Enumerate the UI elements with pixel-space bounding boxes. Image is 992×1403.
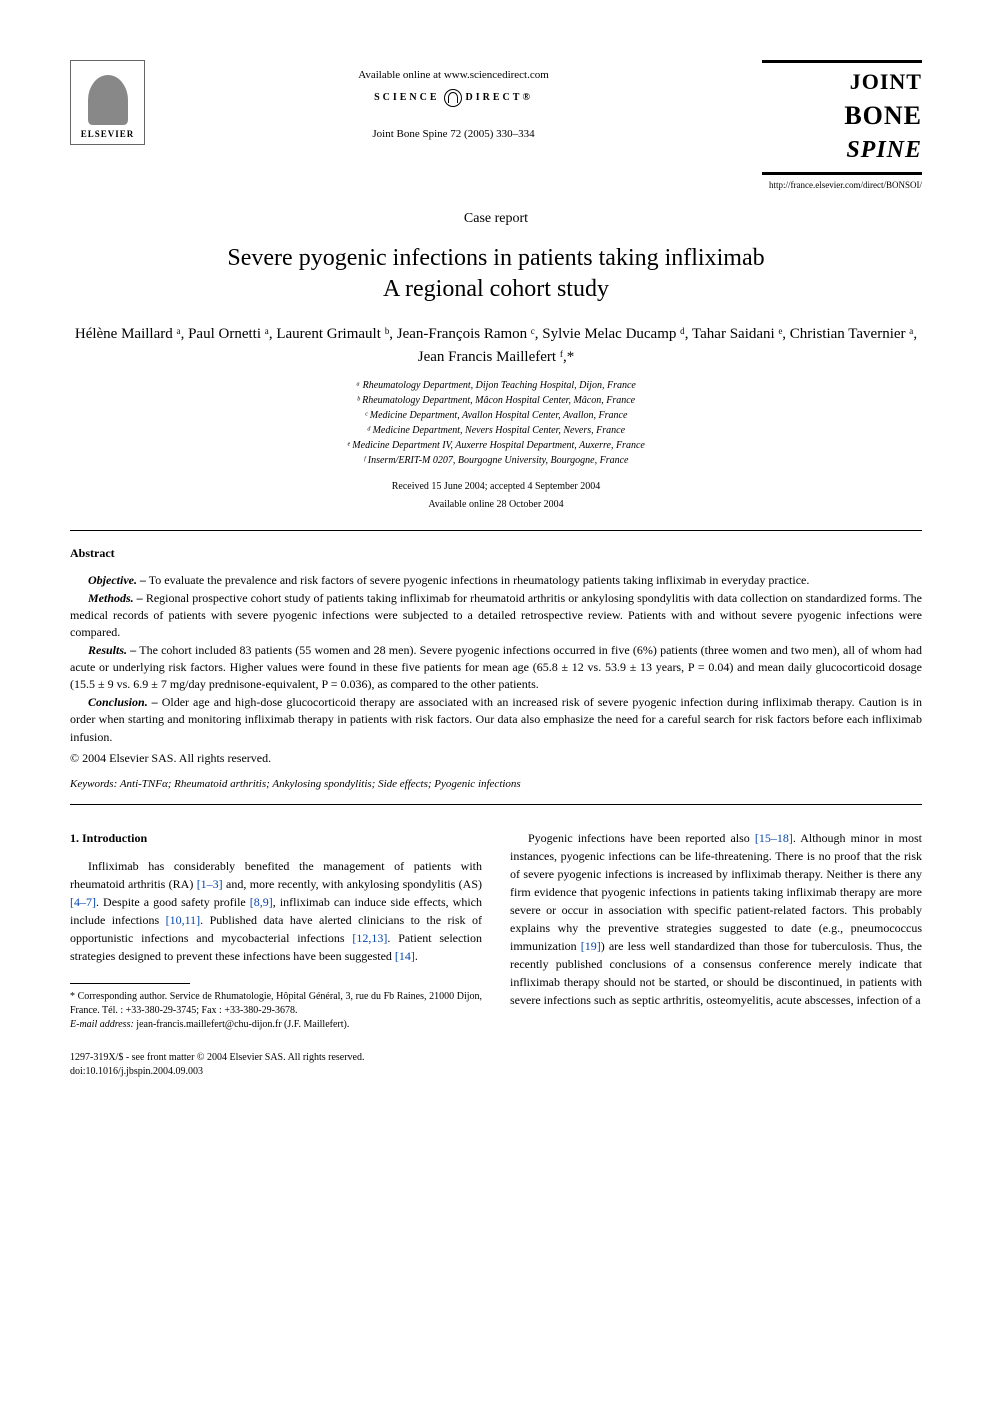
ref-link-14[interactable]: [14] — [395, 949, 415, 963]
available-online-date: Available online 28 October 2004 — [70, 498, 922, 512]
ref-link-10-11[interactable]: [10,11] — [166, 913, 201, 927]
affiliation-e: ᵉ Medicine Department IV, Auxerre Hospit… — [70, 438, 922, 453]
ref-link-8-9[interactable]: [8,9] — [250, 895, 273, 909]
results-label: Results. – — [88, 643, 136, 657]
abstract-conclusion: Conclusion. – Older age and high-dose gl… — [70, 694, 922, 746]
available-online-text: Available online at www.sciencedirect.co… — [145, 68, 762, 83]
sciencedirect-icon — [444, 89, 462, 107]
sd-left: SCIENCE — [374, 91, 439, 105]
journal-title-box: JOINT BONE SPINE — [762, 60, 922, 175]
received-accepted-dates: Received 15 June 2004; accepted 4 Septem… — [70, 480, 922, 494]
keywords-line: Keywords: Anti-TNFα; Rheumatoid arthriti… — [70, 777, 922, 792]
intro-paragraph-left: Infliximab has considerably benefited th… — [70, 857, 482, 965]
keywords-text: Anti-TNFα; Rheumatoid arthritis; Ankylos… — [117, 778, 520, 790]
footnote-rule — [70, 983, 190, 984]
journal-logo-block: JOINT BONE SPINE http://france.elsevier.… — [762, 60, 922, 191]
body-two-column: 1. Introduction Infliximab has considera… — [70, 829, 922, 1079]
results-text: The cohort included 83 patients (55 wome… — [70, 643, 922, 692]
authors-list: Hélène Maillard ᵃ, Paul Ornetti ᵃ, Laure… — [70, 323, 922, 368]
email-value: jean-francis.maillefert@chu-dijon.fr (J.… — [134, 1019, 350, 1030]
ref-link-15-18[interactable]: [15–18] — [755, 831, 793, 845]
affiliation-c: ᶜ Medicine Department, Avallon Hospital … — [70, 408, 922, 423]
right-column: Pyogenic infections have been reported a… — [510, 829, 922, 1079]
article-title: Severe pyogenic infections in patients t… — [70, 243, 922, 305]
ref-link-1-3[interactable]: [1–3] — [197, 877, 223, 891]
title-line-2: A regional cohort study — [383, 276, 609, 302]
abstract-heading: Abstract — [70, 545, 922, 562]
abstract-results: Results. – The cohort included 83 patien… — [70, 642, 922, 694]
right-text-1: Pyogenic infections have been reported a… — [528, 831, 755, 845]
journal-line-1: JOINT — [762, 67, 922, 98]
conclusion-label: Conclusion. – — [88, 695, 158, 709]
left-column: 1. Introduction Infliximab has considera… — [70, 829, 482, 1079]
intro-text-7: . — [415, 949, 418, 963]
objective-text: To evaluate the prevalence and risk fact… — [146, 573, 809, 587]
abstract-section: Abstract Objective. – To evaluate the pr… — [70, 531, 922, 804]
page-header: ELSEVIER Available online at www.science… — [70, 60, 922, 191]
abstract-objective: Objective. – To evaluate the prevalence … — [70, 572, 922, 589]
affiliation-d: ᵈ Medicine Department, Nevers Hospital C… — [70, 423, 922, 438]
journal-reference: Joint Bone Spine 72 (2005) 330–334 — [145, 127, 762, 142]
intro-text-2: and, more recently, with ankylosing spon… — [223, 877, 482, 891]
methods-text: Regional prospective cohort study of pat… — [70, 591, 922, 640]
issn-line: 1297-319X/$ - see front matter © 2004 El… — [70, 1050, 482, 1065]
objective-label: Objective. – — [88, 573, 146, 587]
ref-link-19[interactable]: [19] — [581, 939, 601, 953]
email-footnote: E-mail address: jean-francis.maillefert@… — [70, 1018, 482, 1032]
introduction-heading: 1. Introduction — [70, 829, 482, 847]
title-line-1: Severe pyogenic infections in patients t… — [227, 245, 764, 271]
article-type: Case report — [70, 209, 922, 229]
elsevier-logo: ELSEVIER — [70, 60, 145, 145]
conclusion-text: Older age and high-dose glucocorticoid t… — [70, 695, 922, 744]
ref-link-4-7[interactable]: [4–7] — [70, 895, 96, 909]
intro-text-3: . Despite a good safety profile — [96, 895, 250, 909]
corresponding-author-footnote: * Corresponding author. Service de Rhuma… — [70, 990, 482, 1018]
center-header: Available online at www.sciencedirect.co… — [145, 60, 762, 143]
elsevier-tree-icon — [88, 75, 128, 125]
abstract-methods: Methods. – Regional prospective cohort s… — [70, 590, 922, 642]
sciencedirect-logo: SCIENCE DIRECT® — [145, 89, 762, 107]
doi-line: doi:10.1016/j.jbspin.2004.09.003 — [70, 1065, 482, 1079]
ref-link-12-13[interactable]: [12,13] — [352, 931, 387, 945]
journal-url: http://france.elsevier.com/direct/BONSOI… — [762, 179, 922, 192]
affiliation-b: ᵇ Rheumatology Department, Mâcon Hospita… — [70, 393, 922, 408]
right-text-2: . Although minor in most instances, pyog… — [510, 831, 922, 953]
affiliations-list: ᵃ Rheumatology Department, Dijon Teachin… — [70, 378, 922, 468]
affiliation-f: ᶠ Inserm/ERIT-M 0207, Bourgogne Universi… — [70, 453, 922, 468]
sd-right: DIRECT® — [466, 91, 533, 105]
keywords-label: Keywords: — [70, 778, 117, 790]
abstract-copyright: © 2004 Elsevier SAS. All rights reserved… — [70, 750, 922, 767]
elsevier-label: ELSEVIER — [81, 128, 135, 141]
intro-paragraph-right: Pyogenic infections have been reported a… — [510, 829, 922, 1009]
journal-line-3: SPINE — [762, 134, 922, 168]
affiliation-a: ᵃ Rheumatology Department, Dijon Teachin… — [70, 378, 922, 393]
journal-line-2: BONE — [762, 98, 922, 134]
email-label: E-mail address: — [70, 1019, 134, 1030]
rule-below-abstract — [70, 804, 922, 805]
methods-label: Methods. – — [88, 591, 143, 605]
